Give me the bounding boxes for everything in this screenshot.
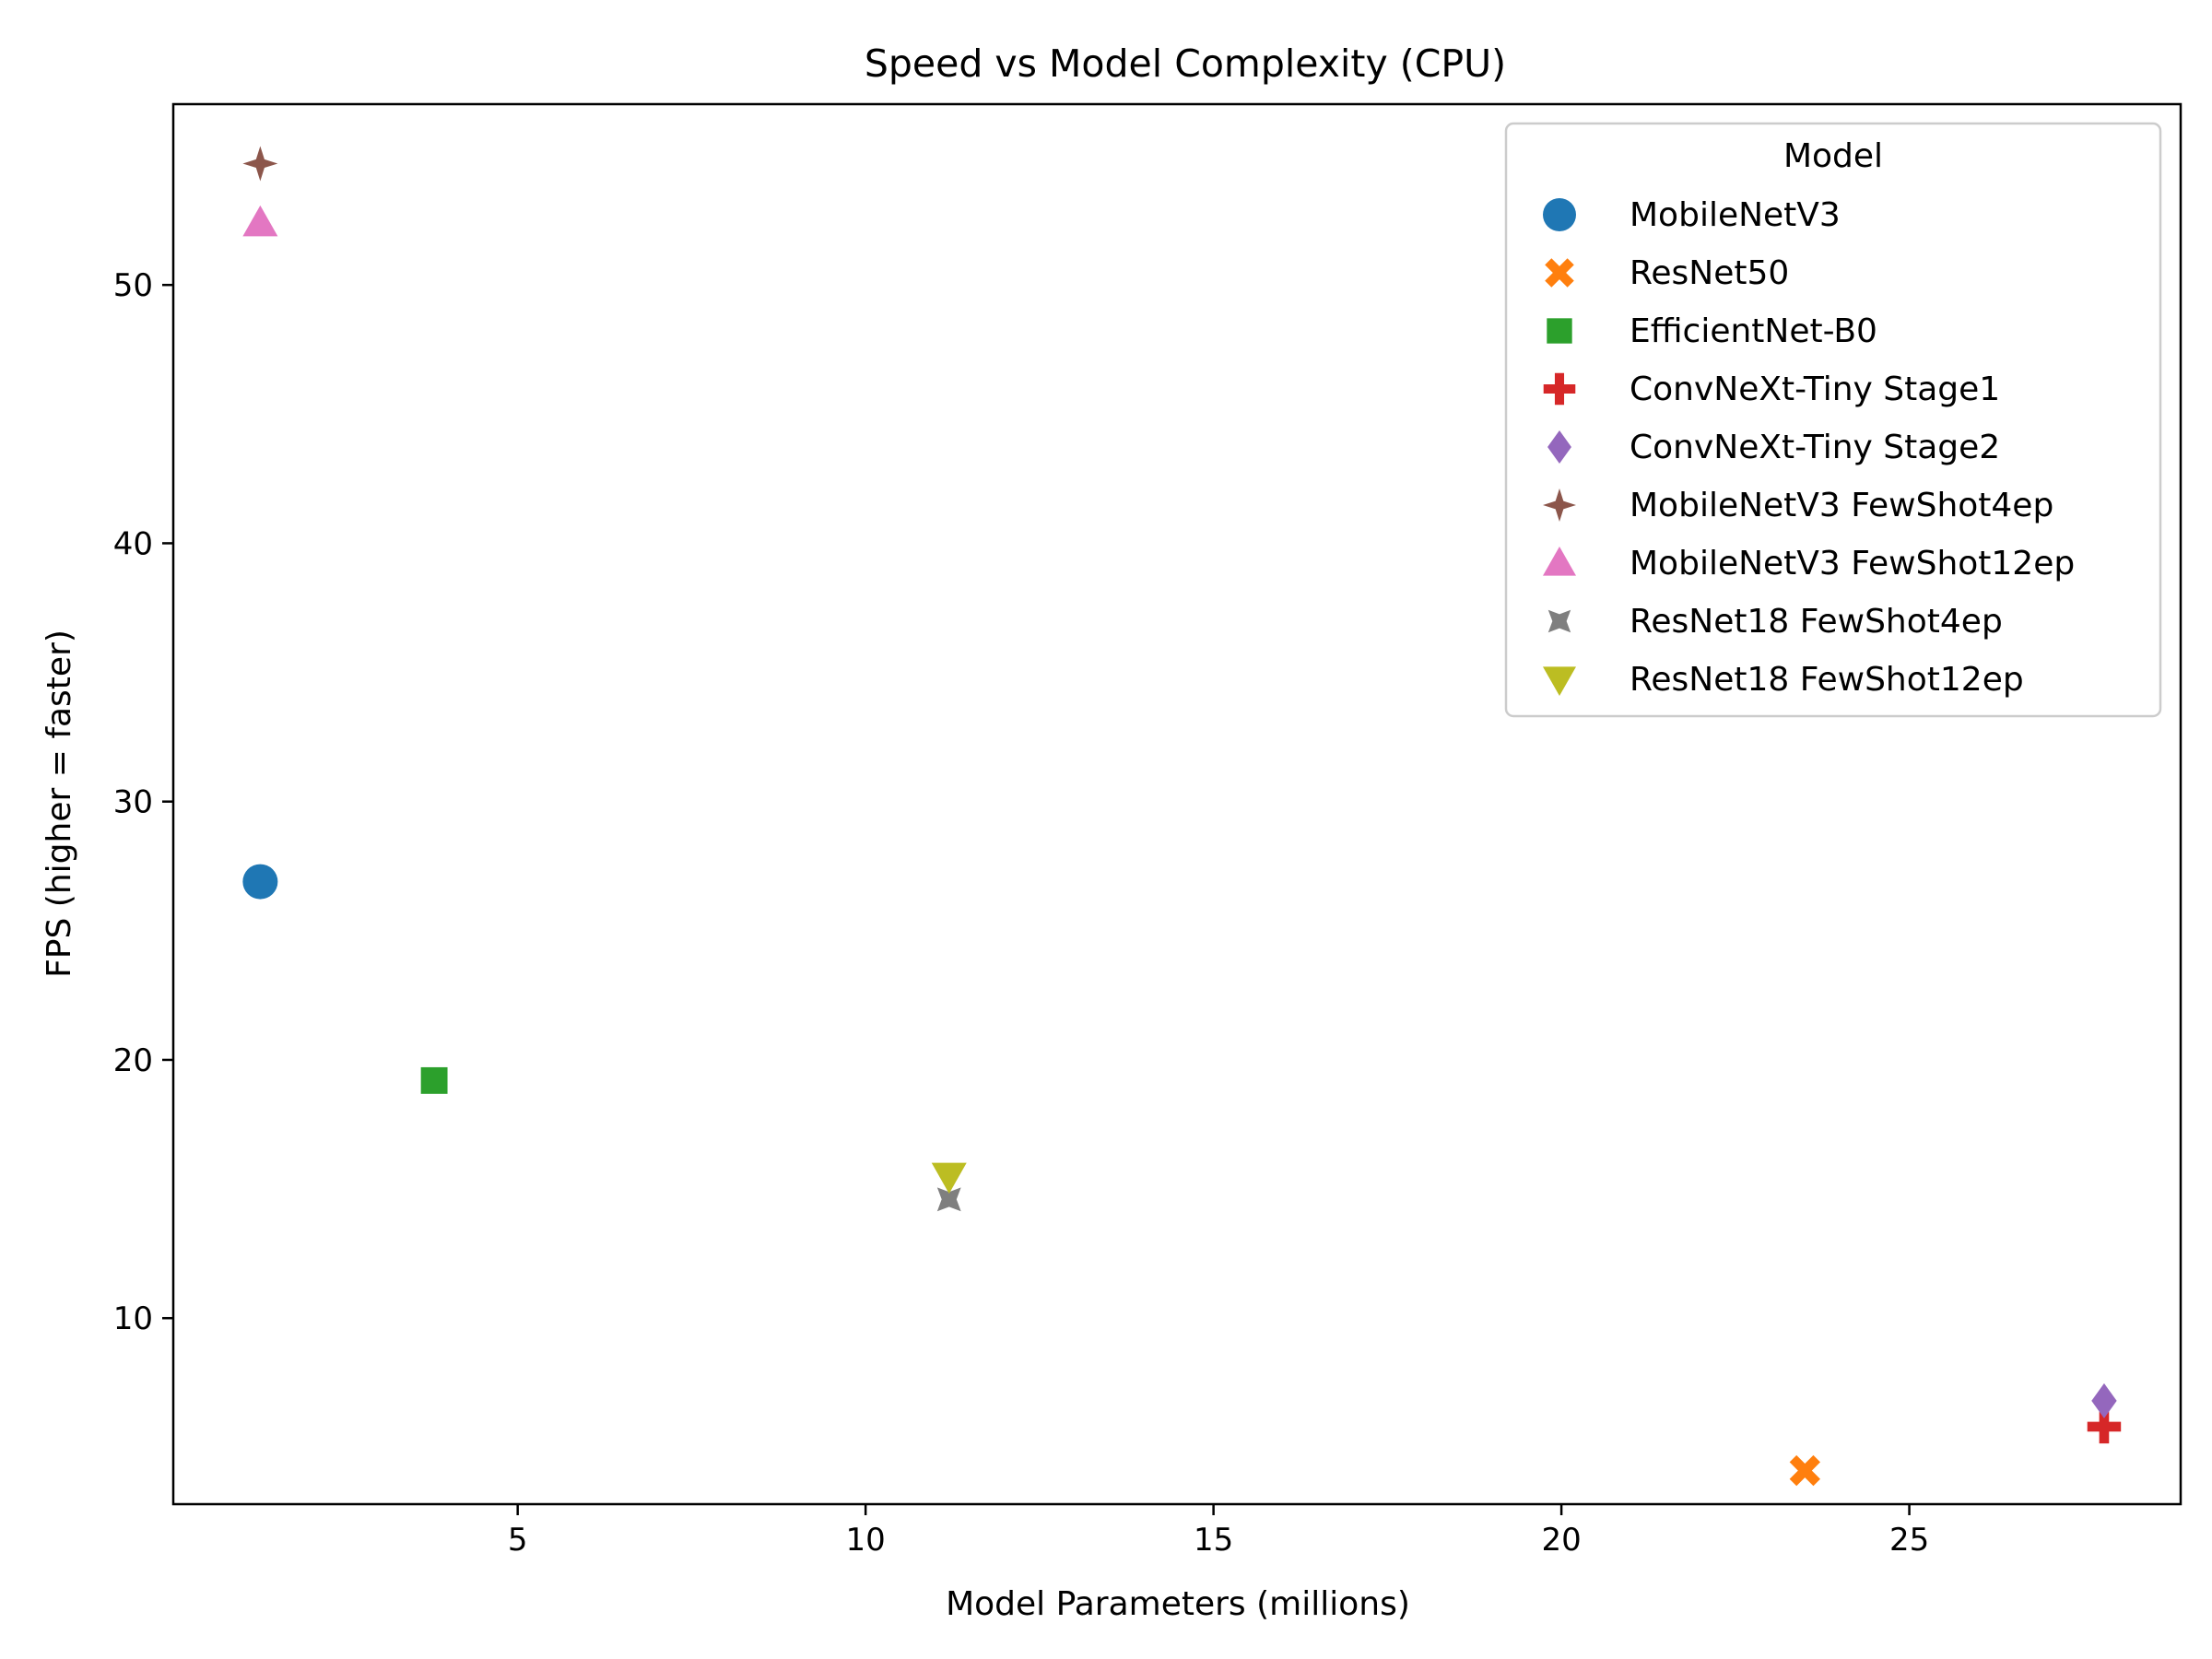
y-tick-label: 10 <box>113 1300 153 1337</box>
data-point-mobilenetv3 <box>242 864 278 900</box>
legend-label-convnext-tiny-stage2: ConvNeXt-Tiny Stage2 <box>1630 429 2000 466</box>
x-tick-label: 10 <box>846 1522 886 1559</box>
x-tick-label: 15 <box>1194 1522 1233 1559</box>
legend-label-efficientnet-b0: EfficientNet-B0 <box>1630 312 1877 350</box>
x-axis-label: Model Parameters (millions) <box>946 1585 1410 1623</box>
y-tick-label: 20 <box>113 1042 153 1079</box>
y-tick-label: 50 <box>113 267 153 304</box>
legend-label-mobilenetv3-fewshot12ep: MobileNetV3 FewShot12ep <box>1630 545 2075 582</box>
data-point-mobilenetv3-fewshot4ep <box>242 146 278 182</box>
y-axis-label: FPS (higher = faster) <box>41 629 78 978</box>
legend-marker-efficientnet-b0 <box>1547 318 1572 344</box>
legend-label-convnext-tiny-stage1: ConvNeXt-Tiny Stage1 <box>1630 371 2000 408</box>
legend-marker-mobilenetv3 <box>1543 198 1576 231</box>
data-point-resnet50 <box>1789 1454 1820 1487</box>
legend-marker-convnext-tiny-stage1 <box>1543 372 1576 406</box>
data-point-mobilenetv3-fewshot12ep <box>242 205 278 237</box>
legend-label-resnet18-fewshot12ep: ResNet18 FewShot12ep <box>1630 661 2024 699</box>
legend-marker-resnet18-fewshot12ep <box>1543 666 1576 696</box>
x-tick-label: 25 <box>1889 1522 1929 1559</box>
legend-label-mobilenetv3-fewshot4ep: MobileNetV3 FewShot4ep <box>1630 487 2053 524</box>
y-tick-label: 40 <box>113 525 153 562</box>
legend-marker-resnet50 <box>1545 258 1574 288</box>
x-axis-ticks: 5 10 15 20 25 <box>508 1504 1929 1559</box>
legend-label-resnet50: ResNet50 <box>1630 254 1789 292</box>
data-point-efficientnet-b0 <box>420 1066 448 1094</box>
x-tick-label: 20 <box>1541 1522 1581 1559</box>
data-point-convnext-tiny-stage1 <box>2087 1409 2122 1444</box>
data-point-convnext-tiny-stage2 <box>2091 1382 2117 1418</box>
data-point-resnet18-fewshot12ep <box>931 1162 967 1194</box>
data-points <box>242 146 2122 1487</box>
legend-marker-mobilenetv3-fewshot4ep <box>1543 488 1576 522</box>
legend-label-mobilenetv3: MobileNetV3 <box>1630 196 1841 234</box>
legend-marker-mobilenetv3-fewshot12ep <box>1543 547 1576 576</box>
legend-label-resnet18-fewshot4ep: ResNet18 FewShot4ep <box>1630 603 2003 641</box>
chart-title: Speed vs Model Complexity (CPU) <box>865 41 1506 86</box>
legend-box <box>1504 122 2162 718</box>
y-axis-ticks: 10 20 30 40 50 <box>113 267 173 1337</box>
x-tick-label: 5 <box>508 1522 528 1559</box>
legend-title: Model <box>1783 137 1883 175</box>
legend: Model MobileNetV3 ResNet50 EfficientNet-B0… <box>1504 122 2162 718</box>
data-point-resnet18-fewshot4ep <box>936 1187 961 1212</box>
legend-items: MobileNetV3 ResNet50 EfficientNet-B0 ConvNe… <box>1543 196 2075 699</box>
legend-marker-resnet18-fewshot4ep <box>1547 609 1571 633</box>
y-tick-label: 30 <box>113 784 153 821</box>
plot-area-frame <box>171 102 2183 1506</box>
legend-marker-convnext-tiny-stage2 <box>1547 430 1571 464</box>
